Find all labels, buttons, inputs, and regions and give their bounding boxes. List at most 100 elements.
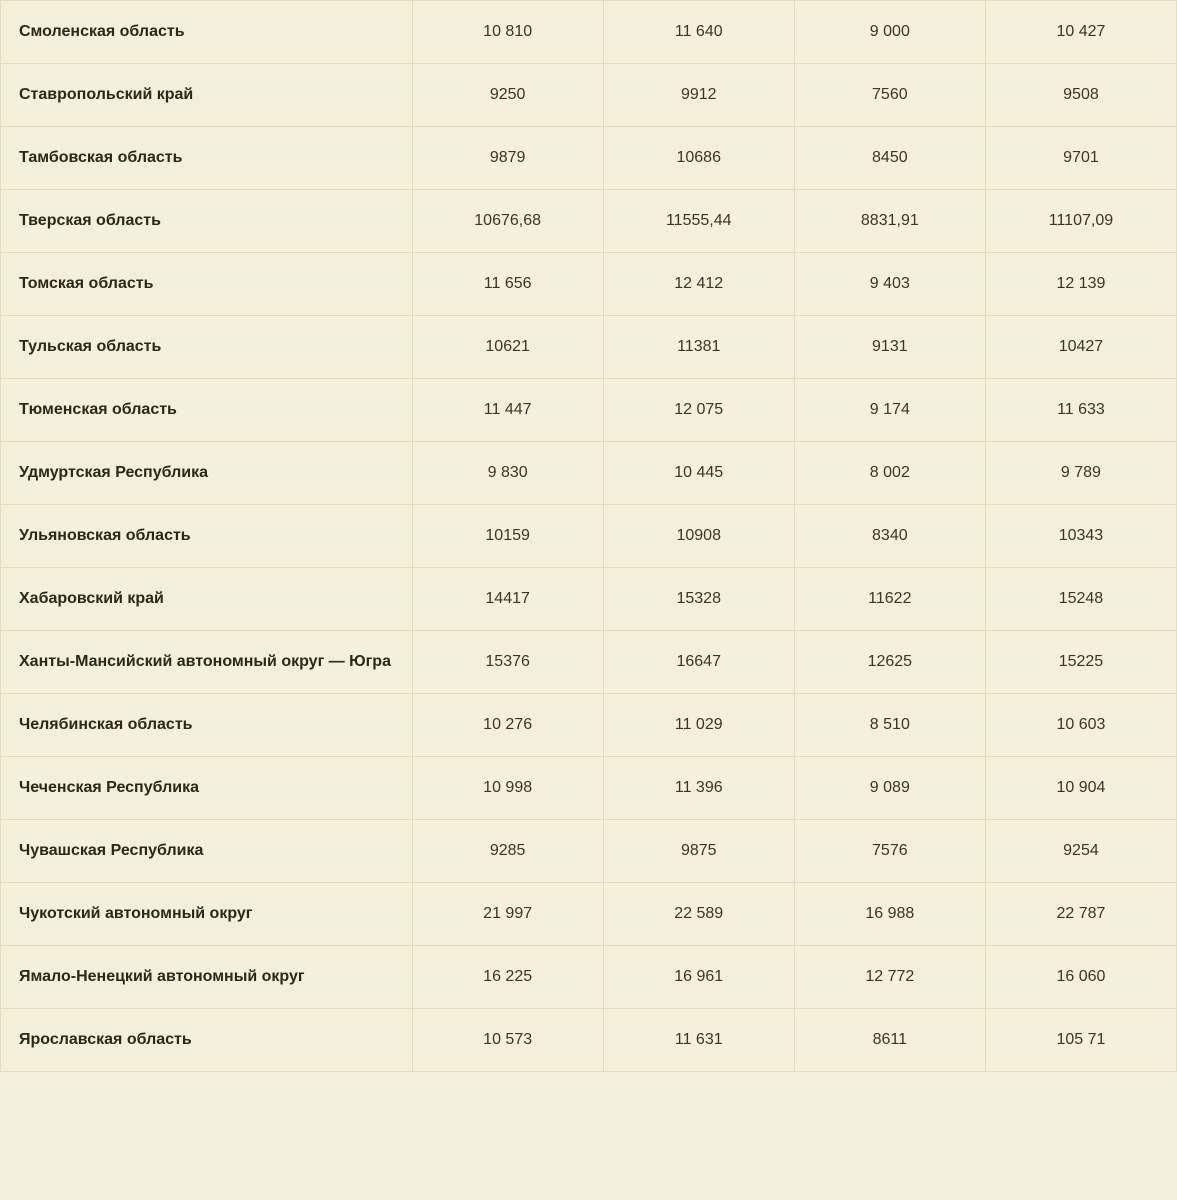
table-row: Тюменская область11 44712 0759 17411 633 [1, 379, 1177, 442]
value-cell: 10 573 [412, 1009, 603, 1072]
value-cell: 10343 [985, 505, 1176, 568]
value-cell: 9508 [985, 64, 1176, 127]
value-cell: 11 656 [412, 253, 603, 316]
region-label: Томская область [1, 253, 413, 316]
value-cell: 21 997 [412, 883, 603, 946]
region-label: Тюменская область [1, 379, 413, 442]
value-cell: 11 029 [603, 694, 794, 757]
value-cell: 12 075 [603, 379, 794, 442]
value-cell: 16 225 [412, 946, 603, 1009]
table-row: Ставропольский край9250991275609508 [1, 64, 1177, 127]
value-cell: 16 961 [603, 946, 794, 1009]
value-cell: 9285 [412, 820, 603, 883]
table-row: Чукотский автономный округ21 99722 58916… [1, 883, 1177, 946]
table-row: Ханты-Мансийский автономный округ — Югра… [1, 631, 1177, 694]
value-cell: 11107,09 [985, 190, 1176, 253]
region-label: Ярославская область [1, 1009, 413, 1072]
value-cell: 10686 [603, 127, 794, 190]
table-row: Ульяновская область1015910908834010343 [1, 505, 1177, 568]
value-cell: 11622 [794, 568, 985, 631]
table-row: Смоленская область10 81011 6409 00010 42… [1, 1, 1177, 64]
value-cell: 9 174 [794, 379, 985, 442]
value-cell: 11 396 [603, 757, 794, 820]
value-cell: 10159 [412, 505, 603, 568]
value-cell: 9131 [794, 316, 985, 379]
region-label: Чеченская Республика [1, 757, 413, 820]
value-cell: 9250 [412, 64, 603, 127]
value-cell: 12 139 [985, 253, 1176, 316]
value-cell: 8340 [794, 505, 985, 568]
value-cell: 22 787 [985, 883, 1176, 946]
region-label: Тверская область [1, 190, 413, 253]
value-cell: 9701 [985, 127, 1176, 190]
value-cell: 12 772 [794, 946, 985, 1009]
table-row: Тамбовская область98791068684509701 [1, 127, 1177, 190]
value-cell: 14417 [412, 568, 603, 631]
region-label: Чувашская Республика [1, 820, 413, 883]
value-cell: 10 276 [412, 694, 603, 757]
value-cell: 16647 [603, 631, 794, 694]
table-row: Тульская область1062111381913110427 [1, 316, 1177, 379]
value-cell: 11 640 [603, 1, 794, 64]
value-cell: 10908 [603, 505, 794, 568]
value-cell: 15225 [985, 631, 1176, 694]
value-cell: 9875 [603, 820, 794, 883]
value-cell: 9 789 [985, 442, 1176, 505]
value-cell: 7576 [794, 820, 985, 883]
value-cell: 8 510 [794, 694, 985, 757]
region-label: Ульяновская область [1, 505, 413, 568]
value-cell: 9 830 [412, 442, 603, 505]
value-cell: 10 445 [603, 442, 794, 505]
region-label: Ханты-Мансийский автономный округ — Югра [1, 631, 413, 694]
region-label: Тульская область [1, 316, 413, 379]
value-cell: 16 988 [794, 883, 985, 946]
value-cell: 11 631 [603, 1009, 794, 1072]
table-body: Смоленская область10 81011 6409 00010 42… [1, 1, 1177, 1072]
value-cell: 10 810 [412, 1, 603, 64]
value-cell: 8450 [794, 127, 985, 190]
value-cell: 16 060 [985, 946, 1176, 1009]
value-cell: 9 000 [794, 1, 985, 64]
value-cell: 11555,44 [603, 190, 794, 253]
table-row: Тверская область10676,6811555,448831,911… [1, 190, 1177, 253]
value-cell: 10 427 [985, 1, 1176, 64]
value-cell: 7560 [794, 64, 985, 127]
value-cell: 8831,91 [794, 190, 985, 253]
value-cell: 8611 [794, 1009, 985, 1072]
region-label: Хабаровский край [1, 568, 413, 631]
value-cell: 10 904 [985, 757, 1176, 820]
value-cell: 9879 [412, 127, 603, 190]
region-label: Удмуртская Республика [1, 442, 413, 505]
value-cell: 9912 [603, 64, 794, 127]
region-label: Ямало-Ненецкий автономный округ [1, 946, 413, 1009]
table-row: Хабаровский край14417153281162215248 [1, 568, 1177, 631]
value-cell: 11 633 [985, 379, 1176, 442]
table-row: Томская область11 65612 4129 40312 139 [1, 253, 1177, 316]
table-row: Ямало-Ненецкий автономный округ16 22516 … [1, 946, 1177, 1009]
value-cell: 11 447 [412, 379, 603, 442]
value-cell: 22 589 [603, 883, 794, 946]
region-label: Чукотский автономный округ [1, 883, 413, 946]
table-row: Челябинская область10 27611 0298 51010 6… [1, 694, 1177, 757]
value-cell: 10621 [412, 316, 603, 379]
value-cell: 105 71 [985, 1009, 1176, 1072]
table-row: Чеченская Республика10 99811 3969 08910 … [1, 757, 1177, 820]
region-label: Смоленская область [1, 1, 413, 64]
value-cell: 12 412 [603, 253, 794, 316]
value-cell: 9 089 [794, 757, 985, 820]
value-cell: 10676,68 [412, 190, 603, 253]
value-cell: 15376 [412, 631, 603, 694]
value-cell: 10427 [985, 316, 1176, 379]
table-row: Чувашская Республика9285987575769254 [1, 820, 1177, 883]
value-cell: 10 603 [985, 694, 1176, 757]
value-cell: 15248 [985, 568, 1176, 631]
value-cell: 9254 [985, 820, 1176, 883]
table-row: Ярославская область10 57311 6318611105 7… [1, 1009, 1177, 1072]
value-cell: 9 403 [794, 253, 985, 316]
value-cell: 15328 [603, 568, 794, 631]
table-row: Удмуртская Республика9 83010 4458 0029 7… [1, 442, 1177, 505]
region-data-table: Смоленская область10 81011 6409 00010 42… [0, 0, 1177, 1072]
region-label: Челябинская область [1, 694, 413, 757]
value-cell: 12625 [794, 631, 985, 694]
value-cell: 11381 [603, 316, 794, 379]
